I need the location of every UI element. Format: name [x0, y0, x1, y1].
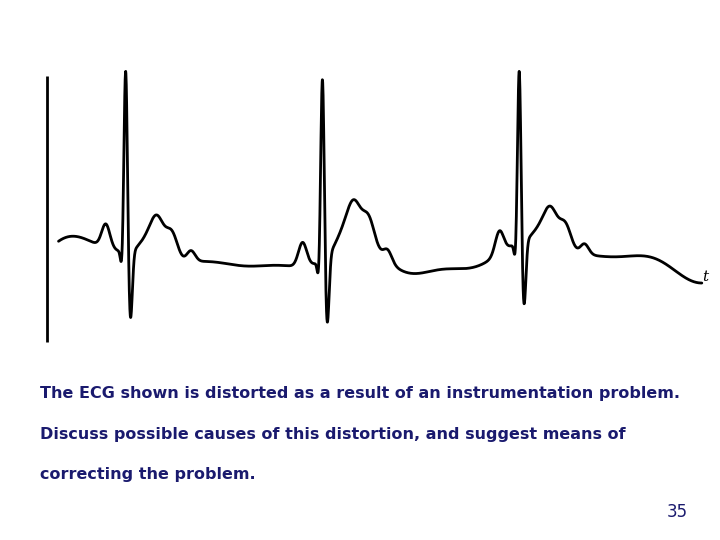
Text: 35: 35 [667, 503, 688, 521]
Text: correcting the problem.: correcting the problem. [40, 467, 255, 482]
Text: t: t [702, 269, 708, 284]
Text: Discuss possible causes of this distortion, and suggest means of: Discuss possible causes of this distorti… [40, 427, 625, 442]
Text: The ECG shown is distorted as a result of an instrumentation problem.: The ECG shown is distorted as a result o… [40, 386, 680, 401]
